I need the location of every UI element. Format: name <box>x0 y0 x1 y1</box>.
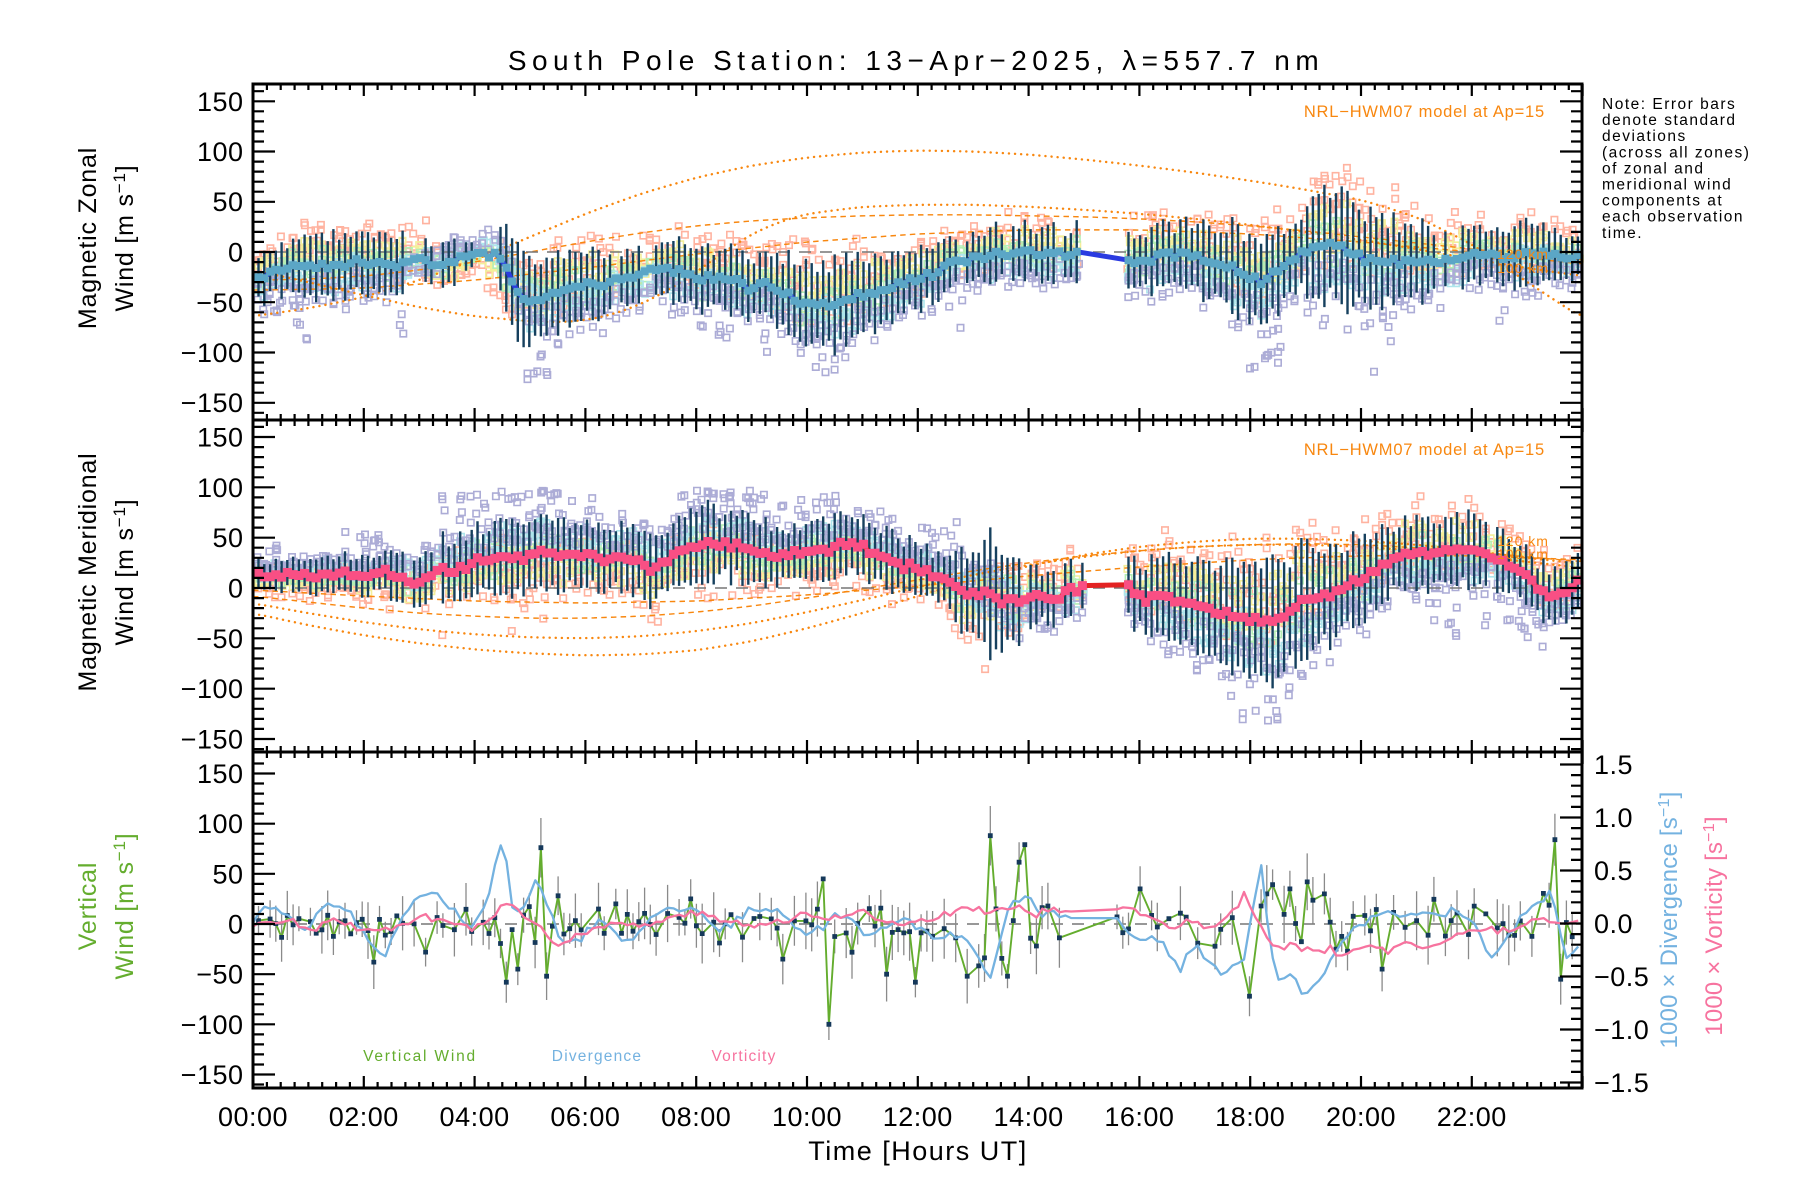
svg-text:04:00: 04:00 <box>440 1102 510 1132</box>
svg-text:22:00: 22:00 <box>1437 1102 1507 1132</box>
svg-text:Magnetic Meridional: Magnetic Meridional <box>74 453 102 692</box>
svg-text:−0.5: −0.5 <box>1594 962 1649 992</box>
svg-text:Vorticity: Vorticity <box>711 1048 776 1065</box>
svg-text:Wind [m s−1]: Wind [m s−1] <box>110 832 139 979</box>
svg-text:each observation: each observation <box>1602 209 1744 226</box>
svg-text:06:00: 06:00 <box>550 1102 620 1132</box>
svg-text:Note: Error bars: Note: Error bars <box>1602 96 1736 113</box>
svg-text:−100: −100 <box>181 1010 244 1040</box>
svg-text:Wind [m s−1]: Wind [m s−1] <box>110 498 139 645</box>
svg-text:time.: time. <box>1602 225 1643 242</box>
svg-text:denote standard: denote standard <box>1602 112 1737 129</box>
svg-text:150: 150 <box>197 759 244 789</box>
svg-text:100: 100 <box>197 137 244 167</box>
svg-text:Divergence: Divergence <box>552 1048 642 1065</box>
svg-text:120 km: 120 km <box>1497 533 1549 549</box>
svg-text:20:00: 20:00 <box>1326 1102 1396 1132</box>
svg-text:−50: −50 <box>196 960 243 990</box>
svg-text:16:00: 16:00 <box>1104 1102 1174 1132</box>
svg-text:100: 100 <box>197 473 244 503</box>
svg-text:1000 × Divergence [s−1]: 1000 × Divergence [s−1] <box>1656 791 1683 1048</box>
svg-text:components at: components at <box>1602 193 1723 210</box>
svg-text:−150: −150 <box>181 1060 244 1090</box>
svg-text:−50: −50 <box>196 288 243 318</box>
svg-text:150: 150 <box>197 87 244 117</box>
svg-text:14:00: 14:00 <box>994 1102 1064 1132</box>
svg-text:0: 0 <box>228 574 244 604</box>
svg-text:150: 150 <box>197 423 244 453</box>
svg-text:10:00: 10:00 <box>772 1102 842 1132</box>
svg-text:18:00: 18:00 <box>1215 1102 1285 1132</box>
svg-text:0.0: 0.0 <box>1594 909 1633 939</box>
svg-text:−100: −100 <box>181 338 244 368</box>
svg-text:Magnetic Zonal: Magnetic Zonal <box>74 147 102 329</box>
svg-text:−150: −150 <box>181 725 244 755</box>
svg-text:deviations: deviations <box>1602 128 1687 145</box>
svg-text:NRL−HWM07 model at Ap=15: NRL−HWM07 model at Ap=15 <box>1304 441 1545 459</box>
svg-text:NRL−HWM07 model at Ap=15: NRL−HWM07 model at Ap=15 <box>1304 103 1545 121</box>
svg-text:−50: −50 <box>196 624 243 654</box>
svg-text:1.0: 1.0 <box>1594 803 1633 833</box>
svg-text:0: 0 <box>228 910 244 940</box>
svg-text:12:00: 12:00 <box>883 1102 953 1132</box>
svg-text:−100: −100 <box>181 674 244 704</box>
svg-text:−1.0: −1.0 <box>1594 1015 1649 1045</box>
svg-text:120 km: 120 km <box>1497 246 1549 262</box>
svg-text:100 km: 100 km <box>1497 546 1549 562</box>
svg-text:02:00: 02:00 <box>329 1102 399 1132</box>
svg-text:−1.5: −1.5 <box>1594 1068 1649 1098</box>
svg-text:South Pole Station: 13−Apr−202: South Pole Station: 13−Apr−2025, λ=557.7… <box>508 45 1324 76</box>
svg-text:00:00: 00:00 <box>218 1102 288 1132</box>
svg-text:08:00: 08:00 <box>661 1102 731 1132</box>
svg-text:100 km: 100 km <box>1497 260 1549 276</box>
svg-text:−150: −150 <box>181 388 244 418</box>
svg-text:50: 50 <box>212 523 243 553</box>
svg-text:1000 × Vorticity [s−1]: 1000 × Vorticity [s−1] <box>1701 816 1728 1035</box>
svg-text:1.5: 1.5 <box>1594 750 1633 780</box>
svg-text:0: 0 <box>228 238 244 268</box>
svg-text:Vertical: Vertical <box>74 862 102 950</box>
svg-text:50: 50 <box>212 187 243 217</box>
svg-text:100: 100 <box>197 809 244 839</box>
svg-text:50: 50 <box>212 859 243 889</box>
svg-text:0.5: 0.5 <box>1594 856 1633 886</box>
svg-text:(across all zones): (across all zones) <box>1602 144 1750 161</box>
svg-text:Vertical Wind: Vertical Wind <box>363 1048 477 1065</box>
svg-text:of zonal and: of zonal and <box>1602 160 1704 177</box>
svg-text:Time [Hours UT]: Time [Hours UT] <box>808 1136 1028 1166</box>
svg-text:meridional wind: meridional wind <box>1602 177 1732 194</box>
